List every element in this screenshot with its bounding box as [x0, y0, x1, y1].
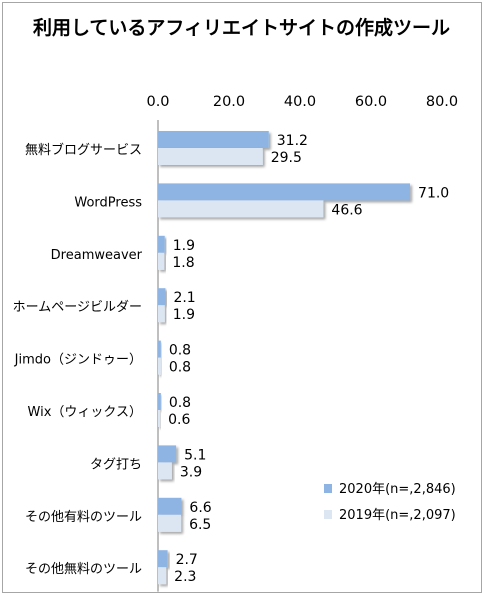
bar-series1 — [158, 131, 269, 148]
bar-series1 — [158, 550, 168, 568]
x-tick-label: 40.0 — [284, 94, 316, 110]
data-label: 5.1 — [184, 447, 206, 463]
data-label: 2.3 — [174, 569, 196, 585]
data-label: 3.9 — [180, 464, 202, 480]
data-label: 2.1 — [173, 290, 195, 306]
data-label: 31.2 — [277, 133, 308, 149]
bar-series1 — [158, 393, 161, 410]
data-label: 0.8 — [169, 360, 191, 376]
data-label: 0.8 — [169, 395, 191, 411]
bar-series1 — [158, 183, 411, 201]
data-label: 1.9 — [173, 307, 195, 323]
category-label: 無料ブログサービス — [25, 142, 142, 158]
x-tick-label: 20.0 — [213, 94, 245, 110]
bar-series2 — [158, 305, 165, 323]
data-label: 29.5 — [271, 150, 302, 166]
legend-label: 2020年(n=,2,846) — [339, 482, 456, 497]
bar-series2 — [158, 357, 161, 375]
category-label: ホームページビルダー — [13, 300, 142, 315]
data-label: 71.0 — [418, 185, 449, 201]
data-label: 1.8 — [172, 255, 194, 271]
data-label: 1.9 — [173, 238, 195, 254]
bar-series2 — [158, 514, 182, 532]
category-label: WordPress — [74, 195, 142, 210]
bar-series1 — [158, 497, 182, 515]
bar-series2 — [158, 148, 263, 165]
category-label: Dreamweaver — [51, 248, 143, 263]
data-label: 46.6 — [331, 202, 362, 218]
category-label: その他無料のツール — [25, 562, 142, 577]
category-label: その他有料のツール — [25, 510, 142, 525]
legend-label: 2019年(n=,2,097) — [339, 508, 456, 523]
legend-swatch — [324, 484, 332, 493]
bar-series2 — [158, 462, 172, 480]
category-label: Wix（ウィックス） — [28, 405, 142, 420]
bar-series2 — [158, 567, 167, 585]
data-label: 0.6 — [168, 412, 190, 428]
legend-swatch — [324, 510, 332, 519]
data-label: 6.5 — [189, 517, 211, 533]
bar-series1 — [158, 340, 161, 358]
bar-series1 — [158, 235, 165, 253]
bar-series2 — [158, 200, 324, 218]
bar-series2 — [158, 252, 165, 270]
category-label: Jimdo（ジンドゥー） — [14, 353, 142, 368]
chart-frame: 利用しているアフィリエイトサイトの作成ツール — [2, 2, 482, 593]
data-label: 2.7 — [176, 552, 198, 568]
x-tick-label: 80.0 — [426, 94, 458, 110]
x-tick-label: 60.0 — [355, 94, 387, 110]
x-tick-label: 0.0 — [146, 94, 169, 110]
bar-series1 — [158, 445, 177, 463]
category-label: タグ打ち — [90, 457, 142, 472]
bar-series1 — [158, 288, 166, 306]
chart-title: 利用しているアフィリエイトサイトの作成ツール — [33, 17, 451, 39]
data-label: 0.8 — [169, 343, 191, 359]
bar-series2 — [158, 410, 161, 427]
data-label: 6.6 — [189, 500, 211, 516]
